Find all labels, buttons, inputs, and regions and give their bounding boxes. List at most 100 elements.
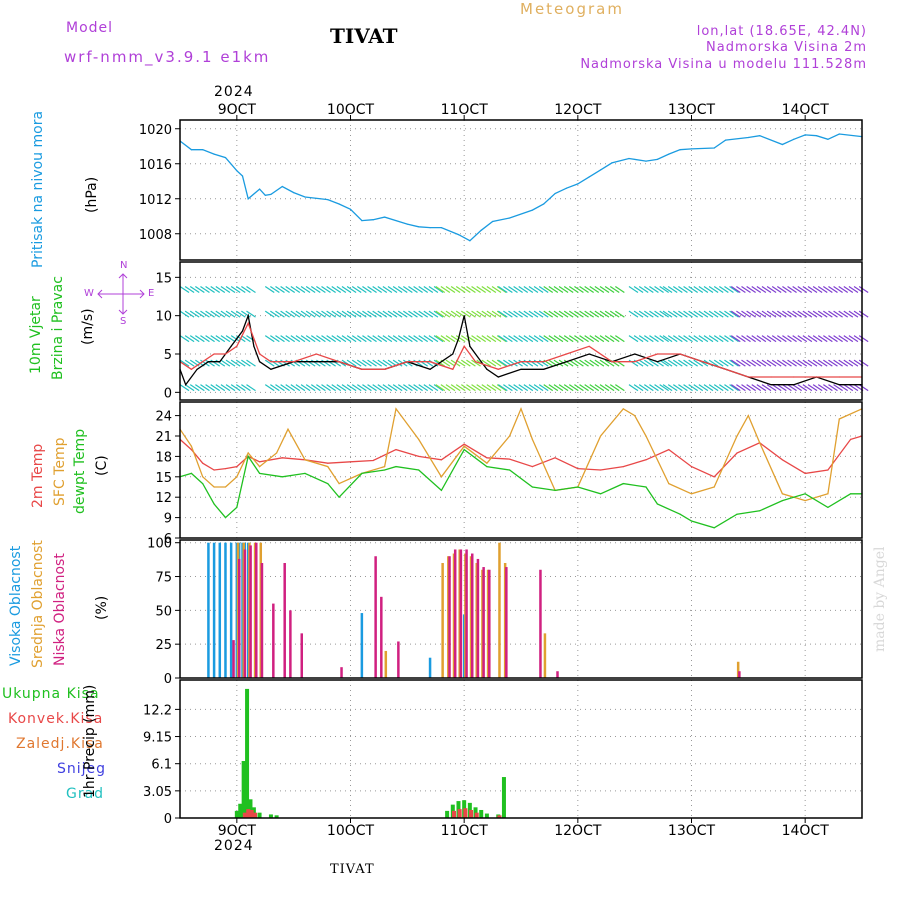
wind-barb	[787, 335, 797, 343]
bar-low	[283, 563, 286, 678]
wind-barb	[508, 384, 518, 392]
data-point	[713, 527, 715, 529]
wind-barb	[200, 359, 210, 367]
data-point	[224, 468, 227, 470]
data-point	[804, 500, 806, 502]
wind-barb	[579, 335, 589, 343]
bar-low	[249, 545, 252, 678]
wind-barb	[523, 335, 534, 343]
data-point	[213, 353, 215, 355]
data-point	[190, 445, 192, 447]
data-point	[338, 361, 340, 363]
y-tick-label: 15	[155, 471, 172, 486]
data-point	[281, 476, 283, 478]
data-point	[270, 368, 272, 370]
wind-barb	[766, 310, 777, 318]
wind-barb	[812, 286, 823, 294]
panel-cloud-cover	[175, 539, 863, 679]
wind-barb	[589, 310, 600, 318]
data-point	[474, 353, 477, 355]
wind-barb	[782, 310, 792, 318]
wind-barb	[210, 310, 221, 318]
wind-barb	[460, 359, 471, 367]
data-point	[440, 489, 443, 491]
wind-barb	[553, 286, 564, 294]
data-point	[656, 361, 659, 363]
wind-barb	[638, 335, 649, 343]
footer-title: TIVAT	[330, 862, 375, 877]
wind-barb	[513, 310, 523, 318]
wind-barb	[285, 286, 296, 294]
wind-barb	[574, 384, 584, 392]
wind-barb	[823, 310, 833, 318]
wind-barb	[589, 286, 600, 294]
wind-barb	[341, 310, 352, 318]
wind-barb	[766, 335, 777, 343]
bar-low	[300, 633, 303, 678]
wind-barb	[290, 335, 301, 343]
bar-high	[229, 542, 233, 678]
wind-barb	[736, 310, 746, 318]
wind-barb	[397, 384, 408, 392]
wind-barb	[708, 335, 719, 343]
wind-barb	[418, 286, 429, 294]
wind-barb	[563, 384, 574, 392]
wind-barb	[751, 384, 762, 392]
wind-barb	[423, 335, 434, 343]
data-point	[838, 418, 840, 420]
wind-barb	[746, 384, 756, 392]
panel-frame	[179, 119, 863, 261]
wind-barb	[445, 384, 456, 392]
wind-barb	[838, 310, 849, 318]
data-point	[804, 134, 806, 136]
data-point	[588, 353, 590, 355]
bar-convective	[469, 809, 474, 818]
wind-barb	[362, 335, 372, 343]
wind-barb	[215, 335, 226, 343]
wind-barb	[628, 384, 639, 392]
data-point	[440, 476, 443, 478]
wind-barb	[372, 286, 382, 294]
data-point	[474, 361, 477, 363]
wind-barb	[729, 310, 739, 318]
wind-barb	[823, 286, 833, 294]
wind-barb	[179, 310, 190, 318]
wind-barb	[496, 384, 507, 392]
data-point	[668, 483, 670, 485]
wind-barb	[584, 310, 594, 318]
wind-barb	[497, 286, 508, 294]
wind-barb	[476, 335, 487, 343]
y-tick-label: 1016	[139, 158, 172, 173]
wind-barb	[471, 359, 481, 367]
compass-arrows-icon	[97, 273, 145, 315]
panel-wind-speed	[175, 261, 869, 401]
wind-barb	[280, 335, 290, 343]
wind-barb	[230, 384, 241, 392]
wind-barb	[659, 310, 670, 318]
wind-barb	[290, 384, 301, 392]
wind-barb	[179, 286, 190, 294]
wind-barb	[713, 384, 724, 392]
x-tick-label-bottom: 9OCT	[218, 823, 257, 839]
wind-barb	[503, 335, 513, 343]
wind-barb	[275, 335, 285, 343]
y-tick-label: 1012	[139, 193, 172, 208]
wind-barb	[195, 384, 205, 392]
data-point	[565, 361, 568, 363]
data-point	[838, 133, 840, 135]
series-line-1	[179, 407, 863, 502]
wind-barb	[659, 359, 670, 367]
wind-barb	[435, 286, 446, 294]
wind-barb	[466, 359, 476, 367]
wind-barb	[466, 286, 476, 294]
bar-low	[476, 558, 480, 678]
wind-barb	[558, 384, 569, 392]
wind-barb	[843, 286, 854, 294]
data-point	[429, 368, 431, 370]
data-point	[247, 198, 249, 200]
data-point	[418, 469, 420, 471]
wind-barb	[270, 335, 280, 343]
bar-total	[257, 812, 262, 818]
data-point	[219, 361, 221, 363]
wind-barb	[756, 384, 767, 392]
